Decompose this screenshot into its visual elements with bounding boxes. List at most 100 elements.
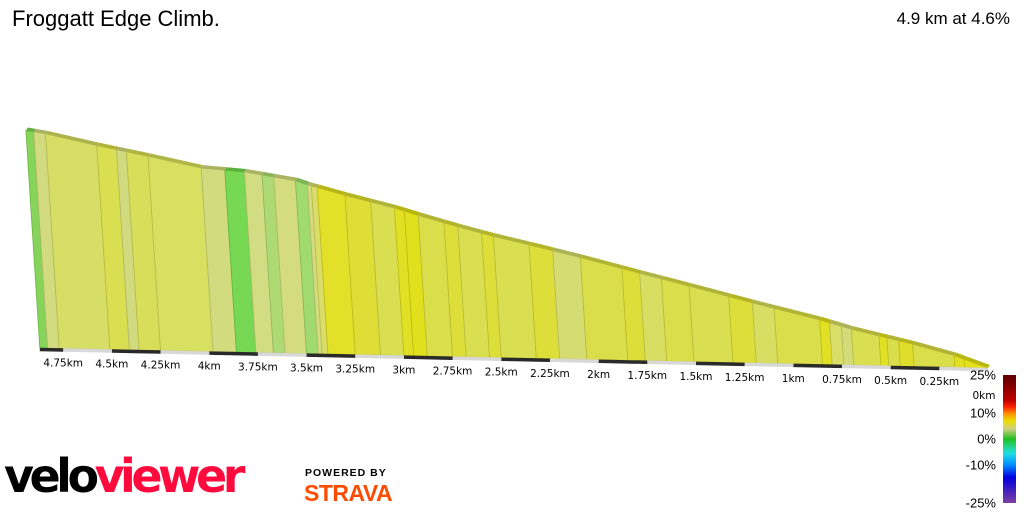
segment-top-face — [879, 332, 889, 338]
x-tick-label: 2km — [587, 369, 610, 381]
x-tick-label: 0.5km — [874, 375, 907, 387]
x-tick-label: 2.25km — [530, 368, 570, 380]
segment-top-face — [580, 254, 624, 269]
segment-top-face — [273, 174, 298, 181]
climb-summary: 4.9 km at 4.6% — [896, 9, 1010, 28]
segment-top-face — [116, 146, 129, 152]
gradient-legend-bar — [1003, 375, 1016, 503]
x-tick-label: 1.25km — [725, 372, 765, 384]
strava-logo[interactable]: STRAVA — [304, 480, 393, 506]
segment-top-face — [954, 352, 967, 360]
segment-top-face — [295, 177, 310, 185]
x-tick-label: 1km — [782, 373, 805, 385]
segment-top-face — [394, 205, 407, 212]
gradient-segment — [688, 285, 734, 364]
x-tick-label: 1.5km — [679, 371, 712, 383]
segment-top-face — [621, 265, 642, 274]
logo-velo: velo — [4, 449, 99, 503]
gradient-segment — [579, 257, 629, 361]
segment-top-face — [728, 293, 755, 303]
segment-top-face — [964, 356, 990, 368]
segment-top-face — [126, 148, 151, 157]
segment-top-face — [224, 167, 247, 172]
distance-scale-bar — [647, 360, 696, 366]
segment-top-face — [689, 283, 731, 297]
distance-scale-bar — [63, 348, 112, 353]
distance-scale-bar — [841, 364, 891, 370]
segment-top-face — [418, 212, 447, 223]
x-tick-label: 4.5km — [95, 359, 128, 371]
segment-top-face — [148, 153, 204, 169]
veloviewer-logo[interactable]: veloviewer — [4, 446, 246, 506]
segment-top-face — [552, 247, 583, 258]
distance-scale-bar — [501, 357, 550, 363]
gradient-segment — [898, 340, 915, 367]
distance-scale-bar — [257, 352, 307, 357]
legend-label: -10% — [965, 457, 996, 473]
x-tick-label: 3km — [392, 365, 415, 377]
segment-top-face — [851, 326, 882, 336]
segment-top-face — [639, 270, 664, 279]
distance-scale-bar — [549, 358, 599, 364]
segment-top-face — [317, 184, 348, 196]
segment-top-face — [444, 219, 460, 227]
powered-by-label: POWERED BY — [305, 467, 387, 479]
distance-scale-bar — [111, 349, 161, 354]
distance-scale-bar — [939, 366, 989, 372]
x-tick-label: 3.25km — [335, 364, 375, 376]
logo-viewer: viewer — [94, 449, 246, 503]
legend-label: 0% — [977, 431, 996, 447]
distance-scale-bar — [403, 355, 453, 360]
distance-scale-bar — [452, 356, 502, 361]
segment-top-face — [912, 341, 957, 356]
x-tick-label: 0km — [973, 390, 996, 402]
distance-scale-bar — [160, 350, 210, 355]
segment-top-face — [774, 305, 822, 320]
x-tick-label: 2.75km — [433, 366, 473, 378]
gradient-segment — [886, 337, 901, 367]
segment-top-face — [33, 128, 48, 134]
gradient-segment — [728, 296, 757, 364]
segment-top-face — [96, 142, 119, 150]
segment-top-face — [262, 172, 276, 178]
distance-scale-bar — [695, 361, 745, 367]
x-tick-label: 4.75km — [43, 357, 83, 369]
segment-top-face — [244, 168, 265, 176]
segment-top-face — [311, 182, 320, 188]
distance-scale-bar — [306, 353, 356, 358]
segment-top-face — [481, 230, 496, 237]
segment-top-face — [841, 323, 854, 330]
segment-top-face — [752, 299, 777, 309]
page-title: Froggatt Edge Climb. — [12, 6, 220, 31]
x-tick-label: 4.25km — [141, 360, 181, 372]
segment-top-face — [457, 223, 484, 234]
segment-top-face — [898, 337, 915, 345]
x-tick-label: 2.5km — [485, 367, 518, 379]
segment-top-face — [661, 275, 692, 287]
legend-label: -25% — [965, 495, 996, 511]
segment-top-face — [404, 208, 421, 216]
x-tick-label: 3.75km — [238, 362, 278, 374]
distance-scale-bar — [209, 351, 258, 356]
segment-top-face — [370, 199, 397, 209]
segment-top-face — [307, 181, 314, 186]
segment-top-face — [829, 319, 844, 327]
x-tick-label: 4km — [198, 361, 221, 373]
x-tick-label: 1.75km — [627, 370, 667, 382]
distance-scale-bar — [890, 365, 940, 371]
distance-scale-bar — [793, 363, 843, 369]
segment-top-face — [45, 130, 99, 146]
distance-scale-bar — [598, 359, 648, 365]
x-tick-label: 0.25km — [919, 376, 959, 388]
segment-top-face — [886, 334, 901, 341]
x-tick-label: 0.75km — [822, 374, 862, 386]
segment-top-face — [529, 241, 555, 251]
segment-top-face — [345, 192, 373, 203]
segment-top-face — [819, 316, 832, 323]
segment-top-face — [493, 233, 532, 245]
gradient-segment — [752, 302, 779, 364]
distance-scale-bar — [744, 362, 794, 368]
legend-label: 25% — [969, 367, 996, 383]
distance-scale-bar — [355, 354, 404, 359]
